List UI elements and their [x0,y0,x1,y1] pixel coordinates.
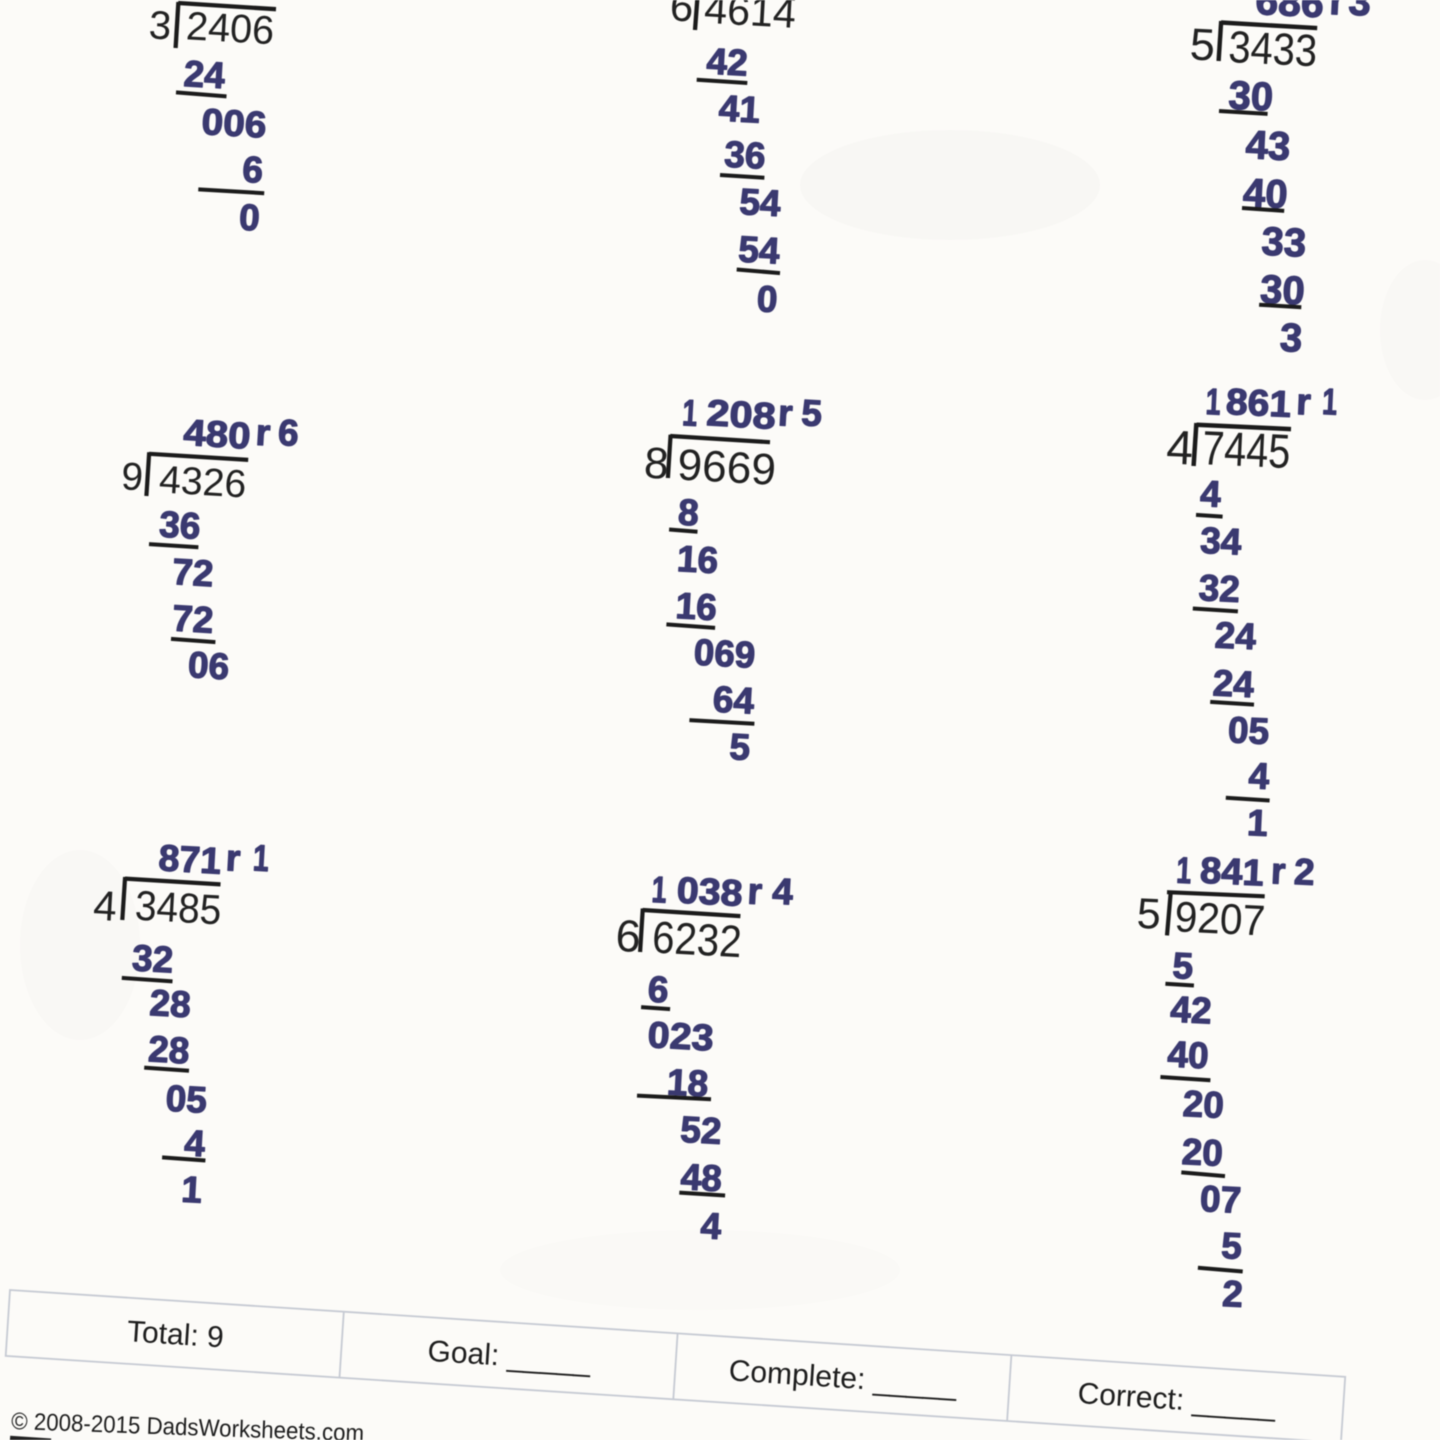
svg-text:6: 6 [669,0,695,31]
svg-text:4: 4 [1199,473,1222,515]
svg-text:20: 20 [1181,1131,1224,1174]
svg-text:06: 06 [187,644,231,687]
svg-text:r: r [225,837,242,879]
svg-text:9669: 9669 [676,440,777,494]
svg-text:5: 5 [1172,945,1194,987]
svg-text:16: 16 [676,538,719,581]
svg-text:54: 54 [737,229,781,272]
svg-text:6: 6 [647,969,670,1011]
svg-text:208: 208 [705,392,776,437]
svg-text:5: 5 [1220,1225,1242,1267]
svg-text:6: 6 [277,412,300,454]
svg-text:038: 038 [676,870,744,914]
svg-text:3: 3 [1348,0,1372,25]
svg-text:5: 5 [1189,18,1216,70]
svg-text:8: 8 [643,439,670,489]
svg-text:6: 6 [614,910,642,962]
svg-text:3485: 3485 [134,882,223,934]
svg-text:5: 5 [728,726,751,768]
svg-text:r: r [1270,850,1286,892]
svg-text:72: 72 [171,598,215,641]
svg-text:480: 480 [182,412,251,457]
svg-text:9: 9 [120,455,144,499]
svg-text:20: 20 [1182,1083,1225,1126]
svg-text:4: 4 [1165,421,1194,475]
svg-text:006: 006 [201,101,268,146]
svg-text:4: 4 [92,882,118,930]
svg-text:52: 52 [679,1109,722,1152]
svg-text:16: 16 [675,585,718,628]
svg-text:2: 2 [1293,851,1315,893]
svg-text:5: 5 [1136,890,1162,939]
svg-text:r: r [255,412,272,454]
svg-text:2: 2 [1221,1273,1243,1315]
svg-text:1: 1 [180,1169,203,1211]
svg-text:0: 0 [238,197,261,239]
svg-text:Total: 9: Total: 9 [126,1315,225,1354]
svg-text:8: 8 [677,492,700,534]
svg-text:3: 3 [148,3,173,48]
svg-text:4326: 4326 [158,458,248,506]
svg-text:r: r [1296,381,1312,423]
svg-text:1: 1 [1321,381,1338,423]
svg-text:36: 36 [723,134,766,177]
svg-text:28: 28 [149,982,192,1025]
svg-text:43: 43 [1245,123,1292,169]
svg-text:686: 686 [1254,0,1324,26]
svg-text:4: 4 [771,871,794,913]
svg-text:42: 42 [1170,989,1213,1032]
svg-text:871: 871 [158,837,223,881]
svg-text:0: 0 [756,278,779,320]
svg-text:05: 05 [165,1078,208,1121]
svg-text:24: 24 [183,53,227,96]
svg-text:861: 861 [1225,381,1292,425]
svg-text:1: 1 [1205,381,1222,423]
svg-text:32: 32 [1198,567,1241,610]
svg-text:1: 1 [1246,802,1268,844]
svg-text:2406: 2406 [185,4,275,53]
svg-text:1: 1 [1176,850,1193,892]
svg-text:36: 36 [158,504,202,547]
svg-text:4614: 4614 [703,0,797,37]
svg-text:6232: 6232 [651,911,743,967]
svg-text:5: 5 [800,392,823,434]
svg-text:54: 54 [738,181,782,224]
svg-text:32: 32 [131,937,174,980]
svg-text:069: 069 [693,632,756,676]
svg-text:6: 6 [241,149,264,191]
svg-text:28: 28 [147,1028,190,1071]
svg-text:r: r [1328,0,1346,24]
svg-text:41: 41 [718,88,761,131]
svg-text:r: r [747,871,764,913]
svg-text:841: 841 [1199,850,1264,894]
svg-text:1: 1 [651,869,668,911]
svg-text:64: 64 [712,679,756,722]
svg-text:3433: 3433 [1227,21,1318,76]
svg-text:3: 3 [1279,316,1303,361]
svg-text:1: 1 [681,392,698,434]
svg-text:42: 42 [706,41,749,84]
svg-text:24: 24 [1212,662,1255,705]
svg-text:07: 07 [1199,1178,1242,1221]
svg-text:24: 24 [1214,615,1257,658]
svg-text:7445: 7445 [1201,422,1291,479]
svg-text:r: r [777,392,794,434]
svg-text:72: 72 [171,551,215,594]
svg-text:4: 4 [1248,755,1271,797]
svg-text:34: 34 [1199,520,1242,563]
svg-text:1: 1 [252,837,270,879]
svg-text:4: 4 [700,1205,723,1247]
svg-text:023: 023 [647,1014,715,1058]
svg-text:33: 33 [1261,220,1308,266]
svg-text:9207: 9207 [1174,893,1267,945]
svg-text:05: 05 [1227,709,1270,752]
svg-text:40: 40 [1167,1034,1210,1077]
